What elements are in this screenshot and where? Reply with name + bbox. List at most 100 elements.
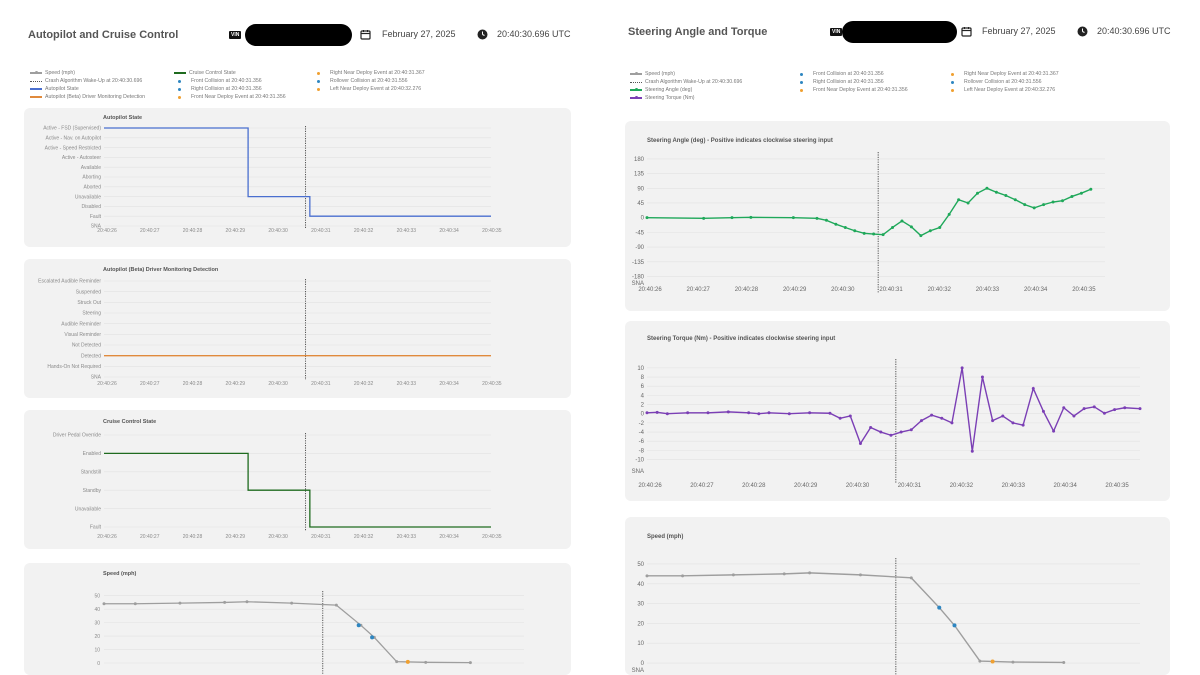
x-tick-label: 20:40:35: [482, 228, 502, 234]
y-tick-label: -8: [639, 448, 645, 454]
chart-title: Cruise Control State: [103, 419, 156, 425]
panel-title: Steering Angle and Torque: [628, 26, 768, 38]
data-point: [749, 215, 753, 219]
legend-item: Front Collision at 20:40:31.356: [796, 71, 884, 77]
y-tick-label: 40: [94, 607, 100, 613]
x-tick-label: 20:40:27: [690, 483, 714, 489]
legend-item: Left Near Deploy Event at 20:40:32.276: [313, 86, 421, 92]
speed-card-right: Speed (mph) 50 40 30 20 10 0 SNA: [625, 517, 1170, 675]
y-tick-label: -10: [635, 458, 644, 464]
legend-item: Right Near Deploy Event at 20:40:31.367: [313, 70, 425, 76]
data-point: [881, 233, 885, 237]
data-point: [1004, 193, 1008, 197]
data-point: [245, 600, 249, 604]
y-tick-label: 10: [637, 641, 644, 647]
data-point: [686, 411, 690, 415]
legend-swatch-icon: [30, 80, 42, 82]
y-tick-label: Struck Out: [77, 300, 101, 306]
x-tick-label: 20:40:29: [783, 287, 807, 293]
data-point: [1031, 387, 1035, 390]
sna-label: SNA: [632, 469, 644, 475]
steering-torque-card: Steering Torque (Nm) - Positive indicate…: [625, 321, 1170, 501]
y-tick-label: 8: [641, 375, 645, 381]
data-point: [334, 603, 338, 607]
data-point: [940, 416, 944, 420]
y-tick-label: 2: [641, 403, 645, 409]
x-tick-label: 20:40:32: [928, 287, 952, 293]
data-point: [848, 414, 852, 418]
x-tick-label: 20:40:33: [397, 228, 417, 234]
legend-swatch-icon: [951, 88, 954, 92]
y-tick-label: Aborting: [82, 175, 101, 181]
data-point: [1013, 198, 1017, 202]
legend-item: Front Near Deploy Event at 20:40:31.356: [174, 94, 286, 100]
data-point: [1138, 407, 1142, 411]
x-tick-label: 20:40:30: [268, 228, 288, 234]
data-point: [938, 225, 942, 229]
time-text: 20:40:30.696 UTC: [1097, 26, 1171, 36]
chart-title: Steering Torque (Nm) - Positive indicate…: [647, 336, 835, 342]
data-point: [976, 191, 980, 195]
x-tick-label: 20:40:30: [846, 483, 870, 489]
data-point: [869, 425, 873, 429]
data-point: [909, 576, 913, 580]
data-point: [919, 419, 923, 423]
data-point: [645, 216, 649, 220]
x-tick-label: 20:40:33: [397, 381, 417, 387]
x-tick-label: 20:40:31: [879, 287, 903, 293]
data-point: [808, 571, 812, 575]
y-tick-label: 50: [94, 594, 100, 600]
legend-item: Speed (mph): [630, 71, 675, 77]
data-point: [950, 421, 954, 425]
data-point: [102, 602, 106, 606]
data-point: [947, 212, 951, 216]
data-point: [757, 412, 761, 416]
legend-item: Steering Angle (deg): [630, 87, 692, 93]
data-point: [1041, 409, 1045, 413]
y-tick-label: Active - Nav. on Autopilot: [46, 136, 102, 142]
data-point: [1089, 187, 1093, 191]
data-point: [645, 574, 649, 578]
data-point: [1082, 407, 1086, 411]
data-point: [1001, 414, 1005, 418]
data-point: [1070, 194, 1074, 198]
data-point: [645, 411, 649, 415]
data-point: [1079, 191, 1083, 195]
legend-item: Rollover Collision at 20:40:31.556: [947, 79, 1042, 85]
y-tick-label: 0: [641, 216, 645, 222]
speed-card-left: Speed (mph) 0 10 20 30 40 50: [24, 563, 571, 675]
data-point: [424, 660, 428, 664]
data-point: [290, 601, 294, 605]
legend-item: Speed (mph): [30, 70, 75, 76]
legend-swatch-icon: [30, 88, 42, 90]
data-point: [909, 428, 913, 432]
legend-label: Speed (mph): [45, 70, 75, 76]
x-tick-label: 20:40:29: [226, 228, 246, 234]
legend-item: Crash Algorithm Wake-Up at 20:40:30.696: [630, 79, 742, 85]
x-tick-label: 20:40:26: [97, 228, 117, 234]
data-point: [978, 659, 982, 663]
y-tick-label: Active - Speed Restricted: [45, 145, 102, 151]
data-point: [994, 190, 998, 194]
legend-label: Rollover Collision at 20:40:31.556: [330, 78, 408, 84]
data-point: [919, 234, 923, 238]
legend-label: Crash Algorithm Wake-Up at 20:40:30.696: [645, 79, 743, 85]
data-point: [960, 366, 964, 370]
x-tick-label: 20:40:33: [1002, 483, 1026, 489]
data-point: [1023, 203, 1027, 207]
x-tick-label: 20:40:35: [482, 534, 502, 540]
data-point: [970, 449, 974, 453]
x-tick-label: 20:40:34: [1024, 287, 1048, 293]
legend-item: Right Collision at 20:40:31.356: [796, 79, 884, 85]
data-point: [133, 602, 137, 606]
y-tick-label: Not Detected: [72, 343, 101, 349]
date-text: February 27, 2025: [382, 29, 456, 39]
y-tick-label: 50: [637, 562, 644, 568]
x-tick-label: 20:40:30: [268, 381, 288, 387]
y-tick-label: 30: [94, 621, 100, 627]
data-point: [872, 232, 876, 236]
legend-swatch-icon: [317, 87, 320, 91]
data-point: [815, 216, 819, 220]
legend-label: Front Collision at 20:40:31.356: [191, 78, 262, 84]
data-point: [1062, 406, 1066, 410]
